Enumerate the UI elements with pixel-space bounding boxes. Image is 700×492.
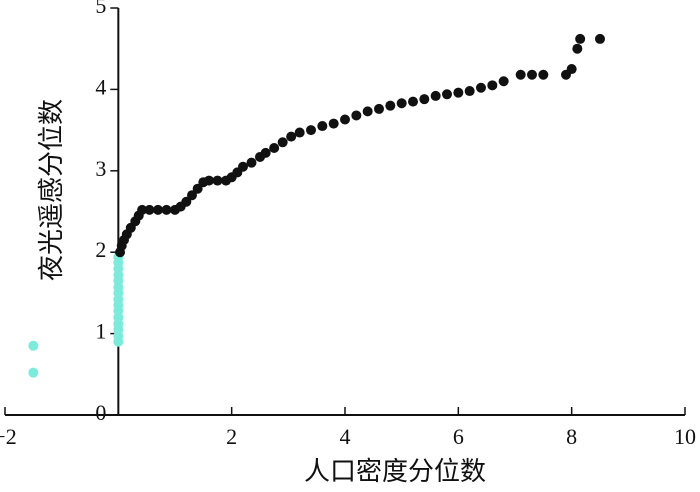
y-tick-label: 0 bbox=[95, 400, 106, 425]
point bbox=[351, 110, 362, 121]
point bbox=[204, 175, 214, 186]
x-tick-label: −2 bbox=[0, 424, 17, 449]
point bbox=[317, 121, 328, 132]
point bbox=[572, 43, 583, 54]
x-tick-label: 2 bbox=[226, 424, 237, 449]
x-tick-label: 10 bbox=[674, 424, 696, 449]
x-axis-title: 人口密度分位数 bbox=[304, 457, 486, 486]
y-tick-label: 1 bbox=[95, 319, 106, 344]
point bbox=[260, 147, 271, 158]
point bbox=[328, 118, 339, 129]
point bbox=[340, 114, 350, 125]
point bbox=[575, 33, 586, 44]
point bbox=[595, 33, 605, 44]
point bbox=[192, 183, 203, 194]
point bbox=[419, 94, 430, 105]
point bbox=[161, 204, 172, 215]
point bbox=[137, 204, 148, 215]
point bbox=[181, 196, 192, 207]
x-tick-label: 6 bbox=[453, 424, 464, 449]
point bbox=[28, 340, 39, 351]
point bbox=[566, 64, 577, 75]
y-tick-label: 4 bbox=[95, 74, 106, 99]
point bbox=[306, 125, 316, 136]
point bbox=[408, 96, 418, 107]
y-axis-title: 夜光遥感分位数 bbox=[37, 99, 66, 281]
y-tick-label: 5 bbox=[95, 0, 106, 18]
point bbox=[527, 69, 537, 80]
point bbox=[538, 69, 549, 80]
point bbox=[464, 86, 475, 97]
point bbox=[238, 161, 248, 172]
point bbox=[374, 103, 384, 114]
point bbox=[153, 204, 163, 215]
point bbox=[246, 157, 257, 168]
point bbox=[286, 131, 297, 142]
point bbox=[385, 100, 396, 111]
point bbox=[277, 137, 288, 148]
point bbox=[430, 90, 441, 101]
point bbox=[487, 80, 498, 91]
point bbox=[28, 367, 39, 378]
point bbox=[212, 175, 223, 186]
point bbox=[294, 127, 305, 138]
x-tick-label: 4 bbox=[340, 424, 351, 449]
point bbox=[362, 106, 373, 117]
point bbox=[476, 82, 486, 93]
point bbox=[453, 87, 464, 98]
point bbox=[187, 190, 197, 201]
y-tick-label: 2 bbox=[95, 237, 106, 262]
point bbox=[515, 69, 526, 80]
y-tick-label: 3 bbox=[95, 156, 106, 181]
point bbox=[269, 143, 280, 154]
point bbox=[442, 89, 452, 100]
point bbox=[144, 204, 155, 215]
point bbox=[396, 98, 407, 109]
point bbox=[498, 76, 509, 87]
x-tick-label: 8 bbox=[566, 424, 577, 449]
